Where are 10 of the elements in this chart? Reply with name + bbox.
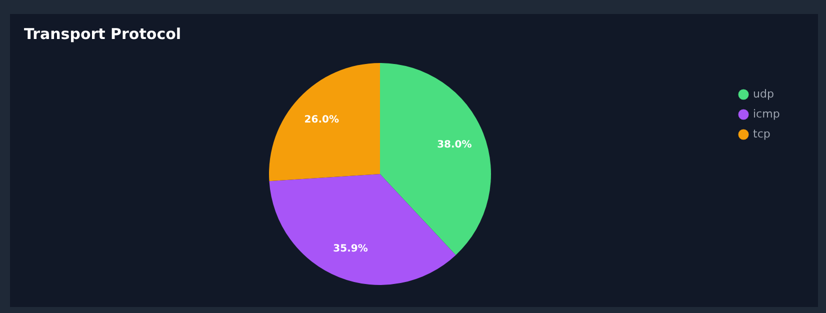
text: Transport Protocol — [24, 25, 182, 43]
data-label: 35.9% — [333, 243, 368, 254]
pie-slice — [380, 63, 491, 256]
data-label: 38.0% — [437, 140, 472, 151]
data-label: 26.0% — [304, 114, 339, 126]
legend-label: tcp — [753, 128, 770, 140]
pie-slice — [269, 63, 380, 182]
pie-slice — [269, 174, 456, 285]
legend-label: udp — [753, 88, 774, 100]
legend-label: icmp — [753, 108, 780, 120]
